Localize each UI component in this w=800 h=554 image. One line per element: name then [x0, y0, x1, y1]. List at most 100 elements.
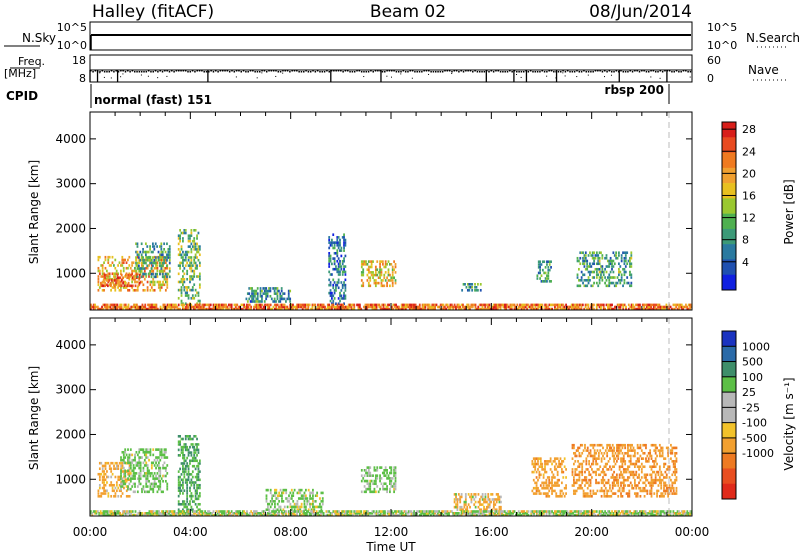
heatmap-cell: [321, 491, 324, 495]
heatmap-cell: [105, 275, 108, 278]
freq-point: [99, 71, 101, 73]
heatmap-cell: [498, 500, 501, 504]
heatmap-cell: [275, 292, 277, 295]
heatmap-cell: [383, 474, 386, 477]
heatmap-cell: [168, 305, 170, 309]
heatmap-cell: [194, 451, 197, 454]
heatmap-cell: [138, 461, 141, 465]
heatmap-cell: [524, 305, 527, 309]
heatmap-cell: [650, 305, 652, 309]
heatmap-cell: [266, 294, 269, 298]
heatmap-cell: [118, 281, 120, 285]
heatmap-cell: [685, 305, 687, 309]
heatmap-cell: [119, 512, 122, 515]
heatmap-cell: [112, 279, 115, 282]
heatmap-cell: [272, 494, 275, 498]
heatmap-cell: [285, 513, 287, 517]
heatmap-cell: [604, 465, 607, 469]
heatmap-cell: [139, 259, 142, 262]
heatmap-cell: [97, 494, 100, 498]
heatmap-cell: [312, 513, 315, 517]
heatmap-cell: [633, 484, 636, 487]
nave-point: [516, 73, 518, 75]
heatmap-cell: [290, 305, 293, 309]
heatmap-cell: [532, 457, 535, 460]
heatmap-cell: [333, 246, 336, 250]
heatmap-cell: [588, 484, 591, 487]
heatmap-cell: [309, 491, 312, 495]
heatmap-cell: [136, 464, 139, 467]
heatmap-cell: [561, 303, 563, 307]
freq-point: [453, 70, 456, 72]
heatmap-cell: [487, 495, 490, 499]
heatmap-cell: [548, 481, 551, 485]
heatmap-cell: [538, 473, 541, 477]
heatmap-cell: [619, 305, 622, 309]
heatmap-cell: [149, 512, 152, 515]
heatmap-cell: [292, 510, 294, 513]
heatmap-cell: [643, 303, 646, 307]
heatmap-cell: [424, 305, 427, 309]
heatmap-cell: [591, 303, 594, 307]
heatmap-cell: [274, 505, 276, 509]
heatmap-cell: [541, 465, 544, 469]
heatmap-cell: [577, 465, 579, 469]
heatmap-cell: [187, 303, 190, 307]
heatmap-cell: [286, 500, 289, 503]
heatmap-cell: [609, 276, 612, 279]
heatmap-cell: [110, 475, 113, 479]
heatmap-cell: [579, 484, 582, 487]
heatmap-cell: [621, 481, 624, 485]
freq-point: [259, 71, 261, 73]
heatmap-cell: [300, 305, 303, 309]
freq-point: [351, 71, 354, 73]
heatmap-cell: [241, 303, 244, 307]
heatmap-cell: [578, 462, 581, 466]
heatmap-cell: [280, 303, 283, 307]
heatmap-cell: [338, 510, 340, 513]
heatmap-cell: [321, 497, 324, 500]
heatmap-cell: [197, 475, 200, 479]
heatmap-cell: [164, 469, 167, 473]
heatmap-cell: [98, 513, 101, 517]
heatmap-cell: [285, 307, 287, 311]
freq-point: [682, 70, 685, 72]
heatmap-cell: [381, 260, 384, 263]
heatmap-cell: [156, 510, 159, 513]
heatmap-cell: [483, 505, 485, 509]
heatmap-cell: [183, 272, 186, 276]
heatmap-cell: [303, 510, 306, 513]
heatmap-cell: [115, 269, 118, 273]
heatmap-cell: [539, 263, 542, 266]
heatmap-cell: [150, 275, 153, 279]
heatmap-cell: [181, 513, 184, 517]
heatmap-cell: [247, 303, 250, 307]
heatmap-cell: [600, 470, 603, 474]
heatmap-cell: [646, 303, 648, 307]
heatmap-cell: [312, 491, 314, 495]
heatmap-cell: [331, 513, 333, 517]
heatmap-cell: [194, 448, 197, 452]
heatmap-cell: [182, 462, 184, 465]
heatmap-cell: [150, 464, 153, 467]
heatmap-cell: [251, 300, 253, 303]
heatmap-cell: [586, 446, 589, 450]
heatmap-cell: [597, 254, 600, 257]
heatmap-cell: [409, 303, 411, 307]
heatmap-cell: [376, 268, 379, 271]
heatmap-cell: [530, 305, 533, 309]
heatmap-cell: [124, 461, 127, 465]
heatmap-cell: [616, 281, 619, 285]
heatmap-cell: [177, 303, 180, 307]
heatmap-cell: [332, 286, 335, 290]
heatmap-cell: [653, 492, 656, 495]
heatmap-cell: [118, 284, 120, 288]
heatmap-cell: [154, 275, 157, 279]
heatmap-cell: [197, 473, 200, 476]
heatmap-cell: [373, 482, 376, 486]
freq-point: [277, 71, 280, 73]
heatmap-cell: [375, 303, 378, 307]
heatmap-cell: [343, 257, 345, 260]
heatmap-cell: [215, 303, 218, 307]
heatmap-cell: [141, 456, 143, 459]
